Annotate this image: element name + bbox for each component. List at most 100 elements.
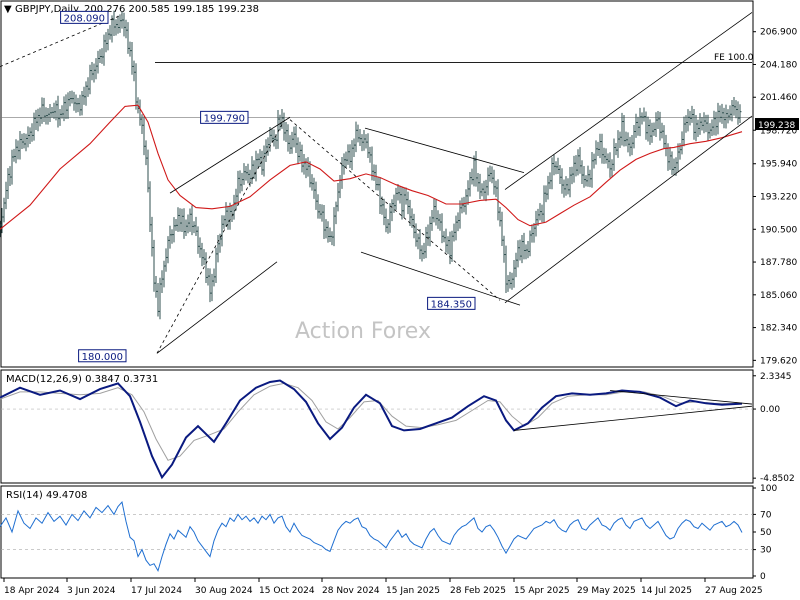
ohlc-bar xyxy=(93,63,96,83)
ohlc-bar xyxy=(725,104,728,129)
macd-lower-trend xyxy=(513,405,753,431)
macd-axis-tick: 2.3345 xyxy=(760,372,792,382)
ohlc-bar xyxy=(483,180,486,200)
ohlc-bar xyxy=(0,220,2,238)
ohlc-bar xyxy=(457,212,460,232)
price-axis-tick: 195.940 xyxy=(760,160,797,170)
ohlc-bar xyxy=(379,177,382,215)
ohlc-bar xyxy=(613,138,616,171)
ohlc-bar xyxy=(621,112,624,146)
ohlc-bar xyxy=(255,150,258,182)
ohlc-bar xyxy=(141,114,144,134)
ohlc-bar xyxy=(563,179,566,198)
ohlc-bar xyxy=(347,144,350,165)
watermark: Action Forex xyxy=(295,319,431,344)
ohlc-bar xyxy=(591,151,594,188)
ohlc-bar xyxy=(493,169,496,195)
ohlc-bar xyxy=(5,181,8,210)
ohlc-bar xyxy=(573,155,576,183)
ohlc-bar xyxy=(505,245,508,294)
date-axis-tick: 27 Aug 2025 xyxy=(705,586,763,596)
ohlc-bar xyxy=(169,225,172,249)
ohlc-bar xyxy=(239,170,242,194)
ohlc-bar xyxy=(471,168,474,185)
ohlc-bar xyxy=(465,189,468,215)
ohlc-bar xyxy=(603,147,606,164)
ohlc-bar xyxy=(381,196,384,215)
ohlc-bar xyxy=(633,124,636,149)
ohlc-bar xyxy=(391,199,394,222)
ohlc-bar xyxy=(145,140,148,166)
ohlc-bar xyxy=(337,183,340,212)
ohlc-bar xyxy=(13,148,16,162)
ohlc-bar xyxy=(357,124,360,143)
ohlc-bar xyxy=(177,207,180,232)
price-bars xyxy=(0,10,742,320)
ohlc-bar xyxy=(607,153,610,169)
ohlc-bar xyxy=(311,174,314,191)
ohlc-bar xyxy=(31,123,34,142)
ohlc-bar xyxy=(565,176,568,196)
symbol-title: GBPJPY,Daily xyxy=(15,4,79,15)
ohlc-bar xyxy=(737,101,740,125)
ohlc-bar xyxy=(373,164,376,181)
ohlc-bar xyxy=(625,131,628,147)
ohlc-bar xyxy=(51,107,54,118)
ohlc-bar xyxy=(549,172,552,190)
macd-pane-frame xyxy=(0,369,754,484)
ohlc-bar xyxy=(439,213,442,231)
ohlc-bar xyxy=(705,114,708,133)
ohlc-bar xyxy=(283,112,286,141)
ohlc-bar xyxy=(207,268,210,286)
ohlc-bar xyxy=(577,149,580,176)
ohlc-bar xyxy=(171,229,174,244)
ohlc-bar xyxy=(15,139,18,164)
ohlc-bar xyxy=(303,153,306,175)
ohlc-bar xyxy=(559,164,562,185)
ohlc-bar xyxy=(191,205,194,236)
ohlc-bar xyxy=(19,130,22,160)
ohlc-bar xyxy=(529,230,532,257)
ohlc-bar xyxy=(139,99,142,126)
ohlc-bar xyxy=(21,133,24,150)
ohlc-bar xyxy=(691,105,694,123)
ohlc-bar xyxy=(309,161,312,188)
ohlc-bar xyxy=(189,208,192,232)
date-axis-tick: 14 Jul 2025 xyxy=(641,586,692,596)
ohlc-bar xyxy=(45,107,48,125)
ohlc-bar xyxy=(497,179,500,221)
price-label-180-000: 180.000 xyxy=(78,349,127,363)
price-layer: 208.090 199.790 180.000 184.350 FE 100.0 xyxy=(0,10,754,363)
ohlc-bar xyxy=(279,114,282,131)
ohlc-bar xyxy=(405,187,408,205)
moving-average-line xyxy=(0,104,743,230)
dashed-up-1 xyxy=(156,120,285,354)
ohlc-bar xyxy=(597,141,600,157)
ohlc-bar xyxy=(53,102,56,119)
ohlc-bar xyxy=(547,175,550,200)
ohlc-bar xyxy=(469,171,472,197)
ohlc-bar xyxy=(1,207,4,234)
ohlc-values: 200.276 200.585 199.185 199.238 xyxy=(84,4,259,15)
ohlc-bar xyxy=(83,86,86,105)
ohlc-bar xyxy=(217,234,220,263)
ohlc-bar xyxy=(247,163,250,184)
ohlc-bar xyxy=(617,130,620,158)
price-label-184-350: 184.350 xyxy=(427,296,476,310)
date-axis-tick: 28 Nov 2024 xyxy=(322,586,380,596)
ohlc-bar xyxy=(375,164,378,191)
rsi-axis-tick: 100 xyxy=(760,484,777,494)
rsi-axis-tick: 70 xyxy=(760,510,772,520)
macd-title: MACD(12,26,9) 0.3847 0.3731 xyxy=(6,374,158,385)
ohlc-bar xyxy=(481,183,484,197)
ohlc-bar xyxy=(543,185,546,224)
svg-text:180.000: 180.000 xyxy=(82,352,123,363)
ohlc-bar xyxy=(155,275,158,298)
price-axis-tick: 204.180 xyxy=(760,60,797,70)
price-axis-tick: 187.780 xyxy=(760,258,797,268)
ohlc-bar xyxy=(671,151,674,175)
ohlc-bar xyxy=(601,133,604,164)
ohlc-bar xyxy=(437,210,440,229)
ohlc-bar xyxy=(445,228,448,253)
ohlc-bar xyxy=(631,135,634,156)
